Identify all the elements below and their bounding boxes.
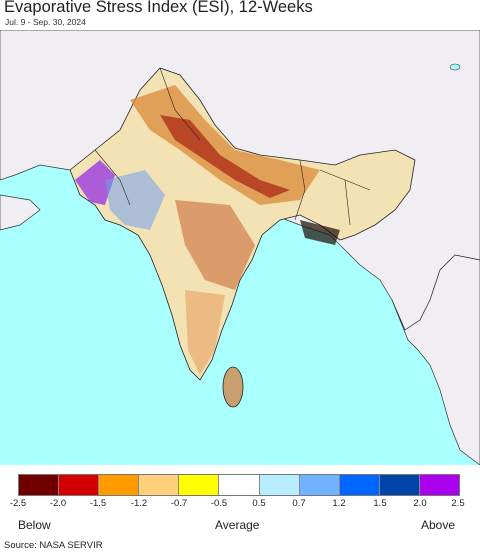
legend-swatch bbox=[259, 475, 300, 495]
legend-tick: 2.0 bbox=[413, 498, 427, 509]
legend-tick: 1.2 bbox=[332, 498, 346, 509]
legend-swatch bbox=[179, 475, 220, 495]
land-nodata-west bbox=[0, 194, 41, 231]
legend-swatch bbox=[219, 475, 260, 495]
legend-tick: -2.5 bbox=[9, 498, 27, 509]
legend-tick: -1.5 bbox=[89, 498, 107, 509]
legend-tick: 2.5 bbox=[451, 498, 465, 509]
legend-tick: 1.5 bbox=[373, 498, 387, 509]
legend-swatch bbox=[419, 475, 460, 495]
land-nodata-east bbox=[391, 254, 480, 465]
legend-tick: -0.5 bbox=[210, 498, 228, 509]
legend-swatch bbox=[99, 475, 140, 495]
legend-below-label: Below bbox=[18, 518, 51, 532]
legend-swatch bbox=[299, 475, 340, 495]
legend-colorbar bbox=[18, 474, 460, 496]
map-title: Evaporative Stress Index (ESI), 12-Weeks bbox=[4, 0, 313, 16]
south-mix bbox=[185, 290, 225, 375]
legend-swatch bbox=[139, 475, 180, 495]
legend-tick: 0.5 bbox=[252, 498, 266, 509]
dry-east-coast bbox=[300, 220, 340, 245]
legend-swatch bbox=[339, 475, 380, 495]
legend-swatch bbox=[19, 475, 60, 495]
legend-tick: -2.0 bbox=[49, 498, 67, 509]
border-lines bbox=[94, 67, 371, 226]
dry-central bbox=[175, 200, 255, 290]
legend-average-label: Average bbox=[215, 518, 260, 532]
legend-above-label: Above bbox=[421, 518, 456, 532]
very-dry-core bbox=[160, 115, 290, 198]
small-island bbox=[449, 63, 461, 71]
legend-swatch bbox=[379, 475, 420, 495]
land-srilanka bbox=[222, 366, 244, 408]
legend-tick: 0.7 bbox=[292, 498, 306, 509]
moist-west bbox=[105, 170, 165, 230]
legend-tick: -0.7 bbox=[170, 498, 188, 509]
esi-map bbox=[0, 30, 480, 465]
wet-west bbox=[75, 160, 115, 205]
legend-tick: -1.2 bbox=[130, 498, 148, 509]
dry-north bbox=[130, 85, 320, 205]
legend-swatch bbox=[59, 475, 100, 495]
source-credit: Source: NASA SERVIR bbox=[4, 540, 103, 551]
date-range: Jul. 9 - Sep. 30, 2024 bbox=[5, 17, 86, 27]
